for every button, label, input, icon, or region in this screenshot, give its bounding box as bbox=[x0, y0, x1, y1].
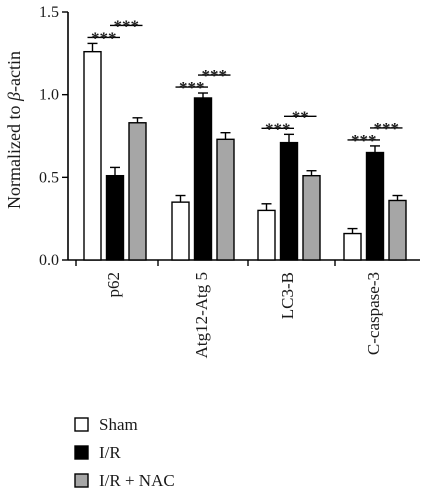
significance-label: *** bbox=[374, 119, 400, 138]
y-axis-title-prefix: Normalized to bbox=[4, 101, 24, 209]
x-category-label: Atg12-Atg 5 bbox=[192, 272, 211, 358]
legend-swatch-i-r bbox=[74, 445, 89, 460]
y-tick-label: 0.0 bbox=[39, 252, 59, 269]
bar-i-r bbox=[365, 151, 385, 261]
legend-label: I/R bbox=[99, 443, 121, 462]
bar-i-r-nac bbox=[216, 138, 235, 261]
bar-sham bbox=[171, 201, 190, 261]
bar-sham bbox=[343, 232, 362, 261]
y-axis-title-symbol: β bbox=[4, 92, 24, 102]
x-category-label: LC3-B bbox=[278, 272, 297, 319]
y-axis-title-suffix: -actin bbox=[4, 51, 24, 92]
bar-i-r bbox=[193, 97, 213, 261]
x-category-label: p62 bbox=[104, 272, 123, 298]
y-tick-label: 1.5 bbox=[39, 4, 59, 21]
bar-i-r-nac bbox=[388, 199, 407, 261]
bar-i-r-nac bbox=[128, 122, 147, 261]
significance-label: *** bbox=[202, 66, 228, 85]
legend-label: Sham bbox=[99, 415, 138, 434]
legend-swatch-sham bbox=[74, 417, 89, 432]
significance-label: *** bbox=[179, 78, 205, 97]
bar-i-r-nac bbox=[302, 174, 321, 261]
svg-text:Normalized to β-actin: Normalized to β-actin bbox=[4, 51, 24, 209]
legend-swatch-i-r-nac bbox=[74, 473, 89, 488]
significance-label: *** bbox=[265, 119, 291, 138]
bar-sham bbox=[257, 209, 276, 261]
bar-sham bbox=[83, 50, 102, 261]
bar-i-r bbox=[105, 174, 125, 261]
y-axis-title: Normalized to β-actin bbox=[4, 51, 24, 209]
x-category-label: C-caspase-3 bbox=[364, 272, 383, 355]
y-tick-label: 1.0 bbox=[39, 87, 59, 104]
significance-label: *** bbox=[91, 28, 117, 47]
significance-label: ** bbox=[292, 107, 309, 126]
legend-label: I/R + NAC bbox=[99, 471, 175, 490]
significance-label: *** bbox=[351, 131, 377, 150]
significance-label: *** bbox=[114, 16, 140, 35]
y-tick-label: 0.5 bbox=[39, 169, 59, 186]
bar-i-r bbox=[279, 141, 299, 261]
